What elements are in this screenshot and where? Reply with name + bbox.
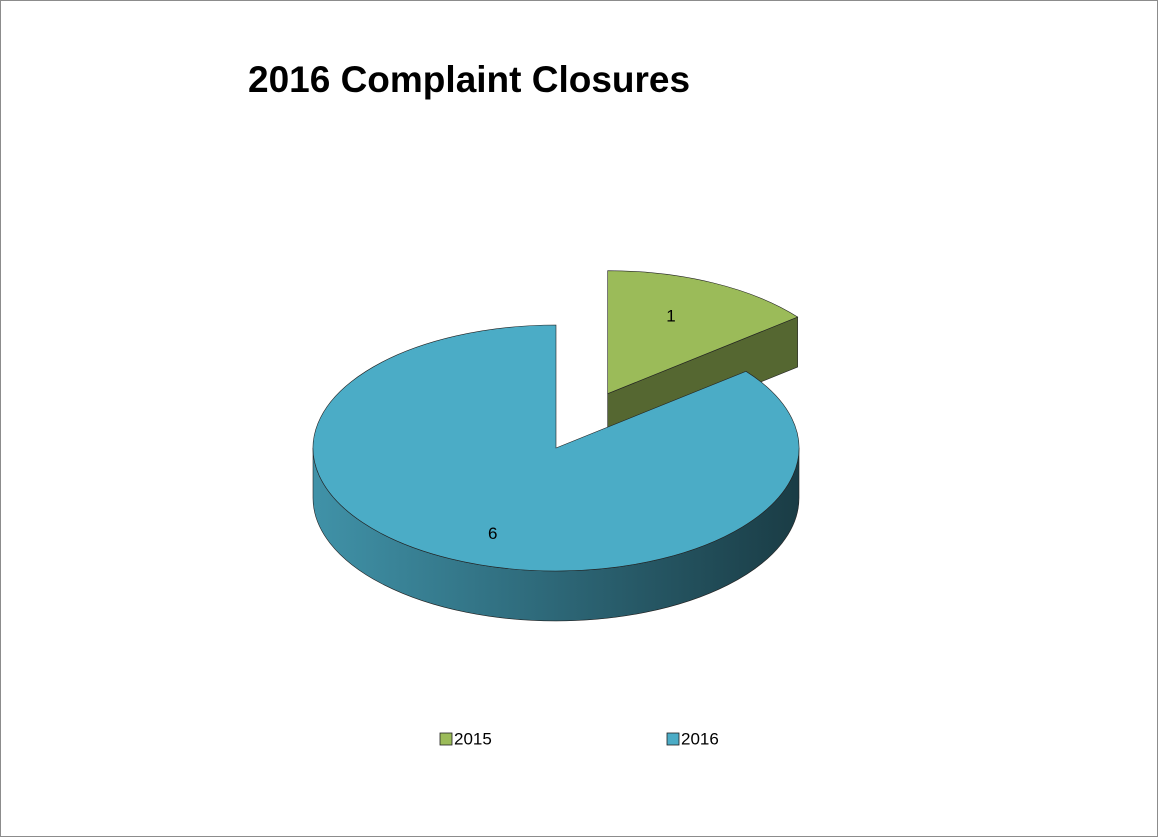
legend-label: 2016 bbox=[681, 729, 719, 748]
slice bbox=[312, 324, 800, 572]
plot-area: 16 bbox=[312, 270, 800, 622]
chart-title: 2016 Complaint Closures bbox=[248, 59, 690, 100]
data-label: 6 bbox=[488, 524, 497, 543]
data-label: 1 bbox=[666, 307, 675, 326]
legend-swatch bbox=[439, 732, 453, 746]
legend-label: 2015 bbox=[454, 729, 492, 748]
legend-swatch bbox=[666, 732, 680, 746]
slice bbox=[607, 270, 799, 395]
legend: 2015 2016 bbox=[439, 729, 719, 748]
